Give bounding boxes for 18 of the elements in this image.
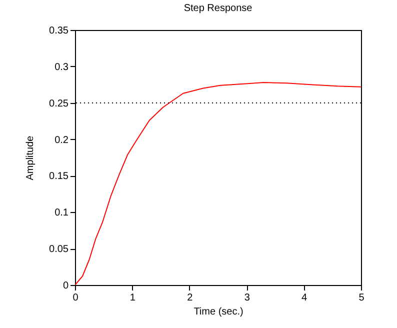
x-tick-label: 5 [358,292,365,304]
x-tick-label: 0 [72,292,79,304]
x-axis-title: Time (sec.) [194,306,244,318]
line-series [75,82,361,285]
chart-title: Step Response [184,3,253,14]
y-tick-label: 0.2 [54,134,69,146]
x-tick-label: 1 [130,292,136,304]
x-tick-label: 2 [187,292,194,304]
y-tick-label: 0.05 [49,244,69,256]
y-tick-label: 0.15 [49,171,69,182]
y-axis-title: Amplitude [25,135,36,180]
x-tick-label: 3 [244,292,250,304]
y-tick-label: 0.35 [49,26,69,36]
y-tick-label: 0.1 [54,208,69,219]
y-tick-label: 0.3 [54,62,69,73]
y-tick-label: 0 [62,280,69,292]
x-tick-label: 4 [302,292,308,304]
y-tick-label: 0.25 [49,98,69,110]
